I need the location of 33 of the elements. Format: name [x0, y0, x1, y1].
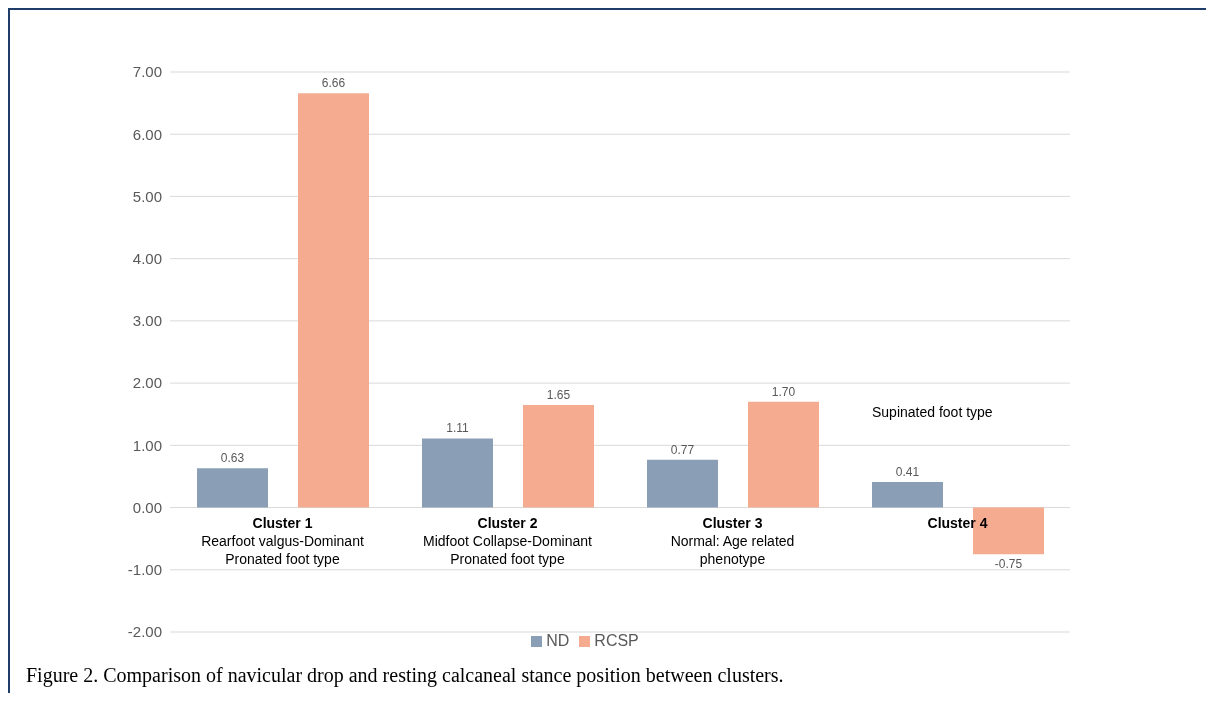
x-tick-label: Cluster 3 Normal: Age related phenotype [670, 514, 795, 567]
y-tick-label: 0.00 [132, 498, 162, 516]
data-label: 0.63 [220, 451, 245, 466]
data-label: 1.11 [446, 421, 470, 436]
y-tick-label: 7.00 [132, 63, 162, 81]
bar [748, 401, 819, 508]
data-label: 6.66 [321, 76, 346, 91]
y-tick-label: -2.00 [127, 623, 162, 641]
x-tick-label: Cluster 2 Midfoot Collapse-Dominant Pronated foot type [423, 514, 593, 567]
bar [422, 438, 493, 508]
text: Figure 2. Comparison of navicular drop and resting calcaneal stance position between clusters. [25, 663, 785, 689]
x-tick-label: Cluster 4 [927, 514, 988, 531]
data-label: 0.41 [895, 465, 920, 480]
data-label: 1.65 [546, 387, 571, 402]
legend-label: ND [546, 632, 570, 649]
x-tick-label: Cluster 1 Rearfoot valgus-Dominant Pronated foot type [201, 514, 364, 567]
legend-label: RCSP [594, 632, 639, 649]
annotation: Supinated foot type [872, 404, 993, 420]
y-tick-label: 2.00 [132, 374, 162, 392]
data-label: 1.70 [771, 384, 796, 399]
y-tick-label: -1.00 [127, 561, 162, 579]
bar [298, 93, 369, 508]
bar [523, 404, 594, 508]
y-tick-label: 6.00 [132, 125, 162, 143]
bar [872, 482, 943, 508]
y-tick-label: 5.00 [132, 187, 162, 205]
data-label: 0.77 [670, 442, 695, 457]
y-tick-label: 3.00 [132, 312, 162, 330]
bar [647, 459, 718, 508]
y-tick-label: 1.00 [132, 436, 162, 454]
bar [197, 468, 268, 508]
data-label: -0.75 [994, 557, 1023, 572]
y-tick-label: 4.00 [132, 249, 162, 267]
